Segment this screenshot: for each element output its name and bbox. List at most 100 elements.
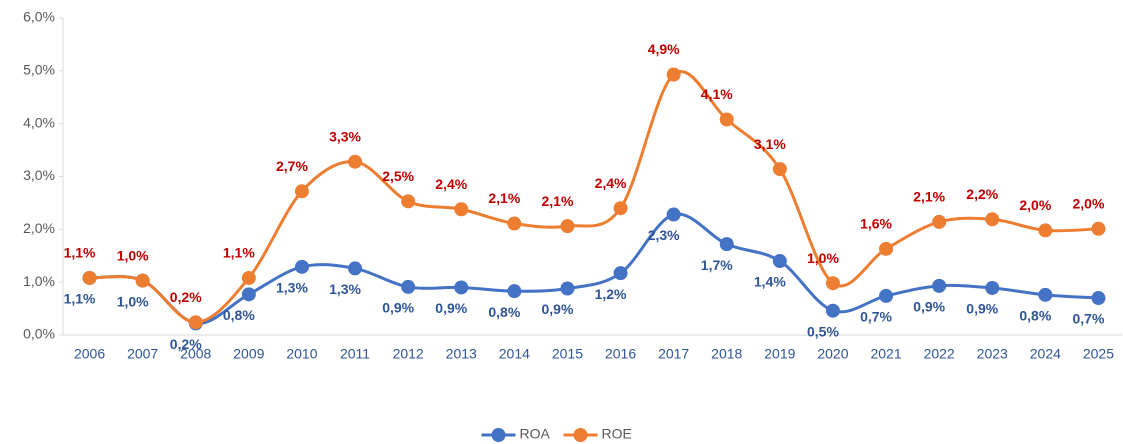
marker [401,279,416,294]
marker [666,207,681,222]
x-tick-label: 2015 [552,346,583,362]
data-label: 1,7% [701,257,733,273]
x-tick-label: 2025 [1083,346,1114,362]
data-label: 1,1% [64,245,96,261]
marker [135,273,150,288]
x-tick-label: 2016 [605,346,636,362]
data-label: 0,8% [1019,308,1051,324]
y-tick-label: 0,0% [23,326,55,342]
marker [560,281,575,296]
marker [454,202,469,217]
data-label: 0,2% [170,336,202,352]
y-tick-label: 4,0% [23,114,55,130]
marker [188,315,203,330]
x-tick-label: 2007 [127,346,158,362]
data-label: 2,1% [913,189,945,205]
y-tick-label: 5,0% [23,62,55,78]
data-label: 0,9% [382,300,414,316]
x-tick-label: 2018 [711,346,742,362]
legend-marker [573,428,588,442]
marker [294,259,309,274]
data-label: 2,0% [1019,197,1051,213]
data-label: 2,1% [541,193,573,209]
marker [825,276,840,291]
marker [241,287,256,302]
x-tick-label: 2010 [286,346,317,362]
marker [772,162,787,177]
data-label: 2,4% [435,176,467,192]
x-tick-label: 2020 [817,346,848,362]
x-tick-label: 2023 [977,346,1008,362]
legend-marker [491,428,506,442]
data-label: 2,7% [276,158,308,174]
x-tick-label: 2009 [233,346,264,362]
data-label: 0,5% [807,323,839,339]
x-tick-label: 2006 [74,346,105,362]
legend-label: ROA [520,426,551,442]
data-label: 2,0% [1072,196,1104,212]
data-label: 4,9% [648,41,680,57]
data-label: 0,7% [860,309,892,325]
marker [1038,287,1053,302]
marker [294,184,309,199]
x-tick-label: 2014 [499,346,530,362]
marker [241,270,256,285]
marker [613,266,628,281]
data-label: 2,4% [595,175,627,191]
marker [825,303,840,318]
marker [82,270,97,285]
y-tick-label: 1,0% [23,273,55,289]
x-tick-label: 2013 [446,346,477,362]
data-label: 1,4% [754,274,786,290]
marker [719,112,734,127]
marker [348,154,363,169]
data-label: 2,1% [488,190,520,206]
data-label: 0,9% [435,300,467,316]
marker [613,201,628,216]
marker [1091,291,1106,306]
marker [666,67,681,82]
data-label: 1,3% [329,281,361,297]
data-label: 2,3% [648,227,680,243]
marker [1038,223,1053,238]
x-tick-label: 2022 [924,346,955,362]
marker [932,214,947,229]
marker [401,194,416,209]
line [89,70,1099,324]
data-label: 1,2% [595,286,627,302]
y-tick-label: 2,0% [23,220,55,236]
marker [879,288,894,303]
marker [507,216,522,231]
y-tick-label: 3,0% [23,167,55,183]
data-label: 1,1% [64,291,96,307]
marker [932,278,947,293]
legend-label: ROE [602,426,632,442]
data-label: 1,6% [860,216,892,232]
marker [772,254,787,269]
data-label: 0,7% [1072,311,1104,327]
data-label: 1,3% [276,280,308,296]
marker [1091,221,1106,236]
x-tick-label: 2021 [870,346,901,362]
data-label: 0,9% [966,301,998,317]
marker [348,261,363,276]
marker [879,241,894,256]
x-tick-label: 2019 [764,346,795,362]
data-label: 0,9% [913,299,945,315]
y-tick-label: 6,0% [23,9,55,25]
data-label: 0,2% [170,289,202,305]
x-tick-label: 2017 [658,346,689,362]
marker [507,284,522,299]
x-tick-label: 2011 [340,346,370,362]
data-label: 4,1% [701,86,733,102]
data-label: 1,0% [807,250,839,266]
data-label: 3,3% [329,128,361,144]
data-label: 1,0% [117,247,149,263]
marker [985,212,1000,227]
x-tick-label: 2012 [393,346,424,362]
marker [560,219,575,234]
marker [454,280,469,295]
data-label: 3,1% [754,136,786,152]
data-label: 0,9% [541,301,573,317]
